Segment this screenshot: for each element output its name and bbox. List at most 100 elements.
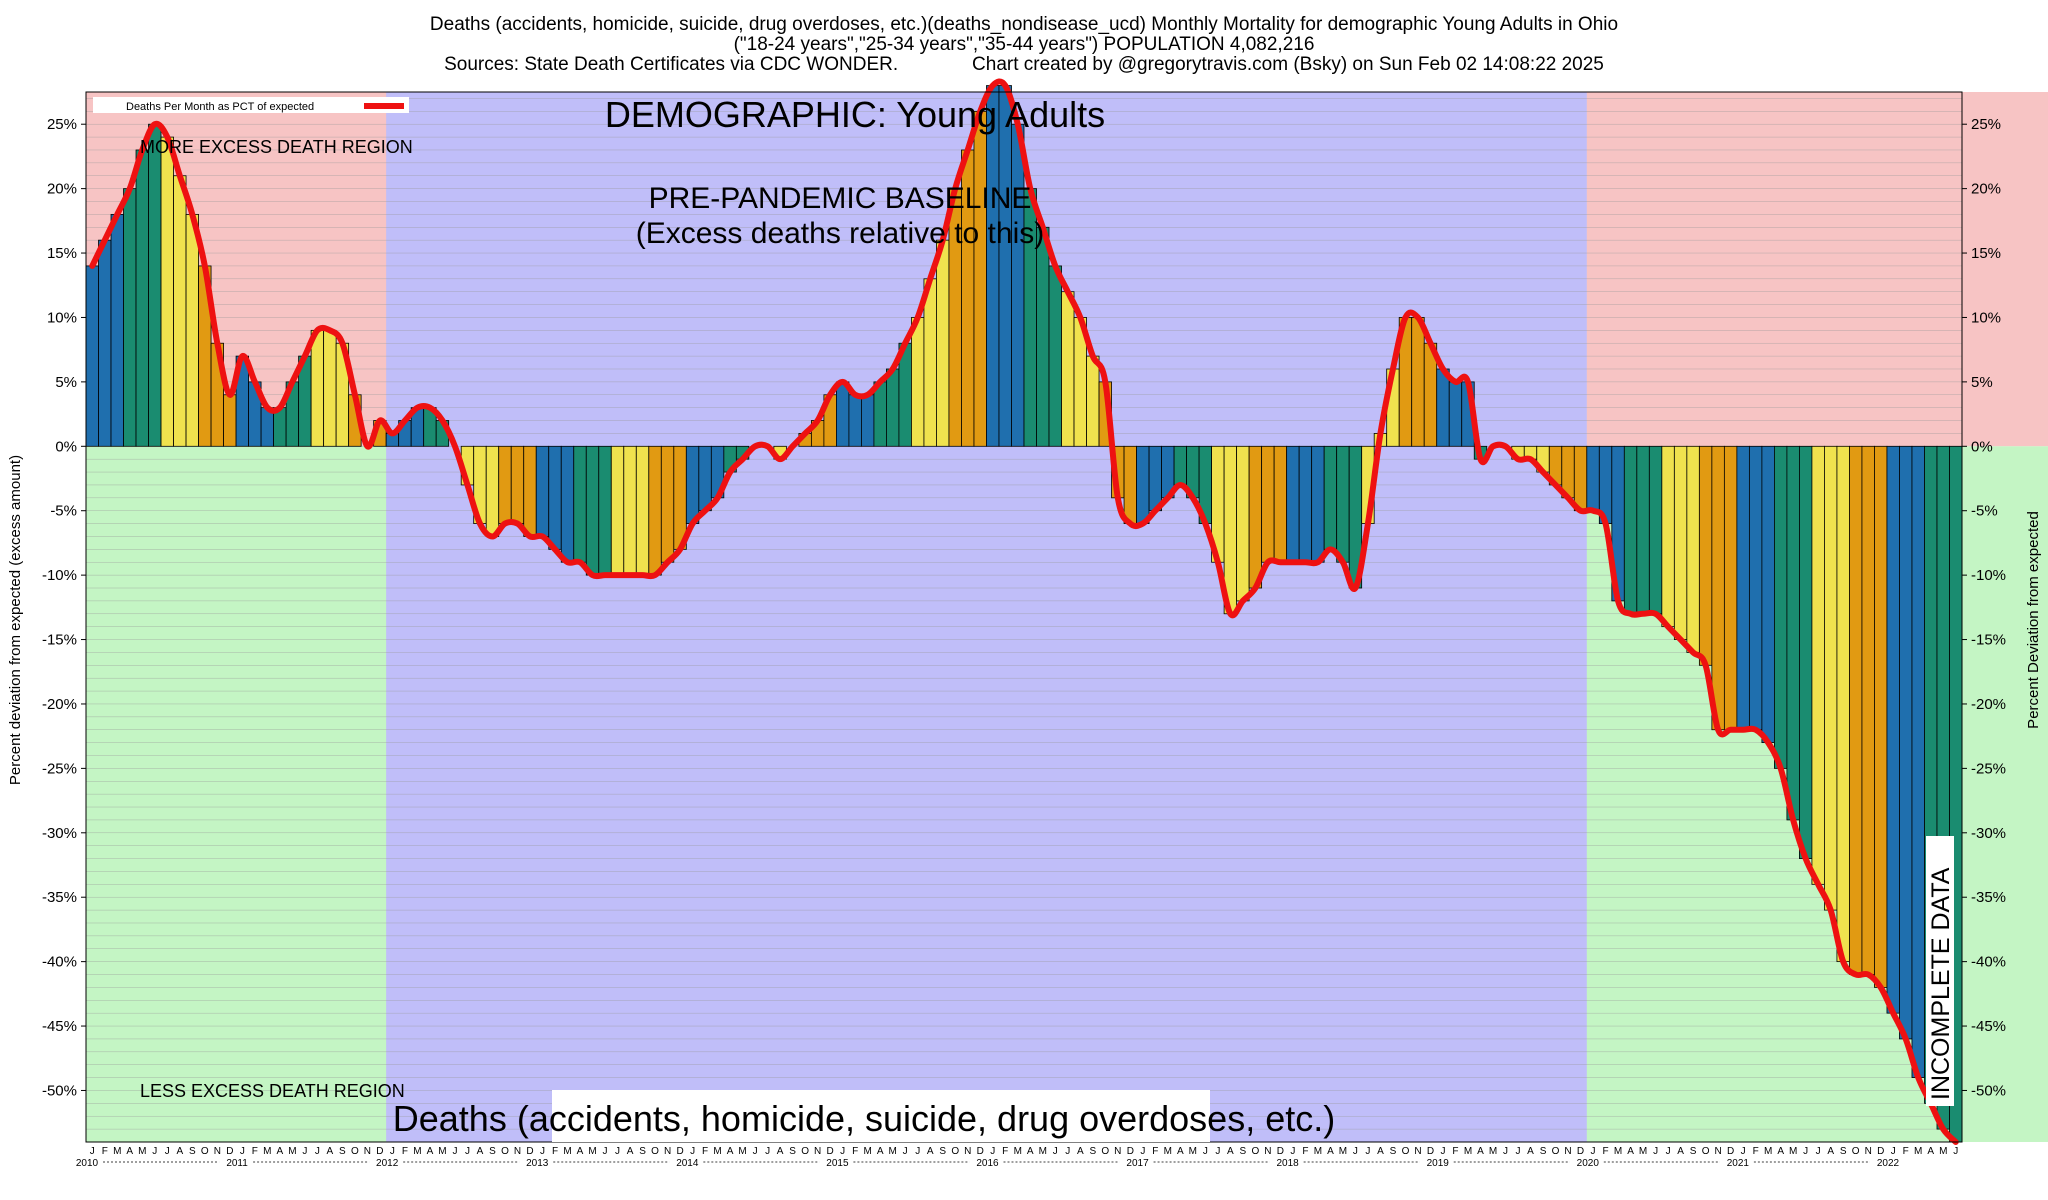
bar <box>660 445 675 563</box>
x-tick-month: D <box>676 1146 683 1157</box>
x-tick-year: 2010 <box>76 1158 99 1169</box>
y-tick-label-left: -10% <box>42 567 77 584</box>
y-axis-label-left: Percent deviation from expected (excess … <box>7 455 24 785</box>
x-tick-month: N <box>964 1146 971 1157</box>
bar <box>848 394 862 447</box>
bar <box>1448 381 1463 447</box>
chart-title-line-1: Deaths (accidents, homicide, suicide, dr… <box>429 14 1619 35</box>
x-tick-month: N <box>1114 1146 1121 1157</box>
x-tick-year: 2019 <box>1427 1158 1450 1169</box>
bar <box>1123 445 1137 524</box>
y-tick-label-right: -40% <box>1971 954 2006 971</box>
y-tick-label-right: -45% <box>1971 1018 2006 1035</box>
x-tick-month: M <box>863 1146 871 1157</box>
bar <box>98 239 112 447</box>
y-axis-label-right: Percent Deviation from expected <box>2025 511 2042 729</box>
x-tick-month: M <box>563 1146 571 1157</box>
bar <box>498 445 512 524</box>
incomplete-label-background <box>1926 836 1954 1106</box>
y-tick-label-left: 15% <box>47 245 77 262</box>
bar <box>485 445 500 537</box>
y-tick-label-right: -30% <box>1971 825 2006 842</box>
x-tick-month: D <box>1127 1146 1134 1157</box>
x-tick-month: M <box>1189 1146 1197 1157</box>
y-tick-label-right: 0% <box>1971 438 1993 455</box>
bar <box>986 85 1000 447</box>
x-tick-month: N <box>814 1146 821 1157</box>
y-tick-label-right: -15% <box>1971 632 2006 649</box>
x-tick-month: J <box>1953 1146 1958 1157</box>
bar <box>1636 445 1650 615</box>
x-tick-month: D <box>376 1146 383 1157</box>
x-tick-month: J <box>1053 1146 1058 1157</box>
bar <box>923 278 937 447</box>
x-tick-month: F <box>702 1146 708 1157</box>
bar <box>1799 445 1813 859</box>
x-tick-month: M <box>1164 1146 1172 1157</box>
bar <box>1861 445 1875 975</box>
x-tick-month: D <box>1577 1146 1584 1157</box>
bar <box>1648 445 1663 615</box>
bar <box>1586 445 1600 512</box>
x-tick-month: D <box>1427 1146 1434 1157</box>
x-tick-month: S <box>1540 1146 1547 1157</box>
bar <box>1836 445 1850 963</box>
bar <box>1911 445 1925 1078</box>
bar <box>1036 226 1050 447</box>
x-tick-month: O <box>1702 1146 1710 1157</box>
x-tick-month: J <box>152 1146 157 1157</box>
bar <box>1673 445 1688 640</box>
bar <box>1811 445 1825 885</box>
y-tick-label-right: 5% <box>1971 374 1993 391</box>
x-tick-month: A <box>1527 1146 1534 1157</box>
x-tick-month: J <box>840 1146 845 1157</box>
x-tick-year: 2012 <box>376 1158 399 1169</box>
y-tick-label-right: -25% <box>1971 760 2006 777</box>
x-tick-month: M <box>1314 1146 1322 1157</box>
x-tick-month: A <box>1027 1146 1034 1157</box>
bar <box>1761 445 1775 744</box>
x-tick-month: A <box>777 1146 784 1157</box>
bar <box>523 445 537 537</box>
x-tick-month: M <box>288 1146 296 1157</box>
more-excess-region-label: MORE EXCESS DEATH REGION <box>140 137 413 157</box>
y-tick-label-left: 5% <box>55 374 77 391</box>
x-tick-month: M <box>1489 1146 1497 1157</box>
x-tick-month: J <box>1891 1146 1896 1157</box>
x-tick-month: D <box>827 1146 834 1157</box>
x-tick-month: M <box>1464 1146 1472 1157</box>
x-tick-month: J <box>1666 1146 1671 1157</box>
x-tick-month: F <box>852 1146 858 1157</box>
x-tick-month: A <box>477 1146 484 1157</box>
y-tick-label-left: 20% <box>47 181 77 198</box>
chart-title: DEMOGRAPHIC: Young Adults <box>605 94 1105 135</box>
y-tick-label-right: -50% <box>1971 1082 2006 1099</box>
x-tick-month: J <box>1440 1146 1445 1157</box>
bar <box>1748 445 1763 731</box>
bar <box>598 445 612 576</box>
x-tick-month: O <box>1552 1146 1560 1157</box>
x-tick-month: J <box>1290 1146 1295 1157</box>
bar <box>110 213 124 447</box>
bar <box>1723 445 1738 731</box>
y-axis-ticks: 25% 25% 20% 20% 15% 15% 10% 10% 5% 5% 0% 0% -5% -5% -1… <box>42 116 2006 1099</box>
bar <box>85 265 99 447</box>
bar <box>560 445 575 563</box>
x-tick-month: O <box>201 1146 209 1157</box>
y-tick-label-left: -25% <box>42 760 77 777</box>
bar <box>648 445 662 576</box>
x-tick-month: M <box>1339 1146 1347 1157</box>
x-tick-month: F <box>1452 1146 1458 1157</box>
y-tick-label-left: -50% <box>42 1082 77 1099</box>
x-tick-month: F <box>1002 1146 1008 1157</box>
x-tick-month: A <box>427 1146 434 1157</box>
bar <box>685 445 700 524</box>
bar <box>1298 445 1313 563</box>
bar <box>173 175 187 447</box>
x-tick-month: A <box>1227 1146 1234 1157</box>
y-tick-label-left: -5% <box>50 503 77 520</box>
x-tick-month: O <box>1101 1146 1109 1157</box>
x-tick-month: A <box>1677 1146 1684 1157</box>
bar <box>1286 445 1300 563</box>
